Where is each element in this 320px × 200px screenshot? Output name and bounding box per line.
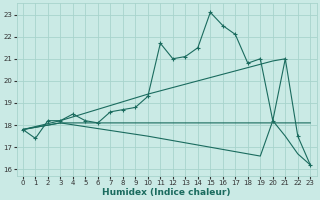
X-axis label: Humidex (Indice chaleur): Humidex (Indice chaleur)	[102, 188, 231, 197]
